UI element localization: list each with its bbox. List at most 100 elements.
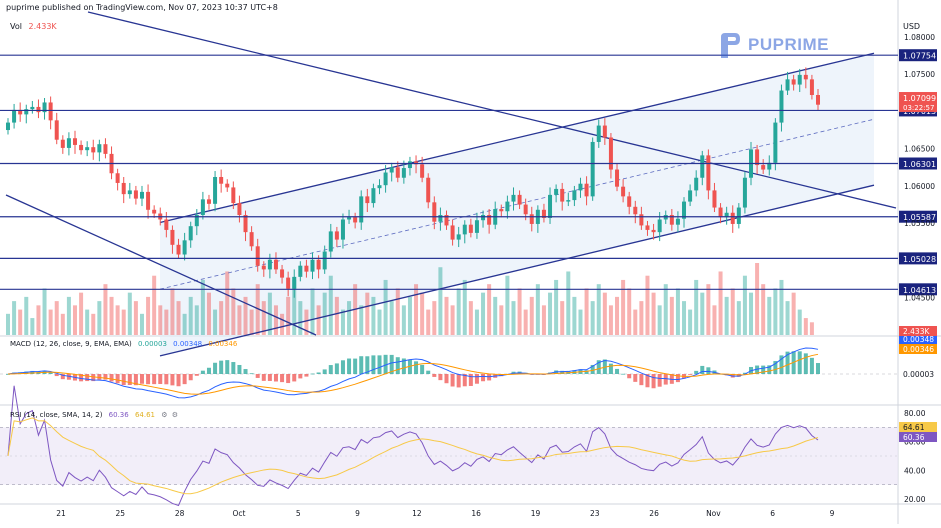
volume-bar xyxy=(237,305,242,335)
candle-body xyxy=(773,122,778,163)
volume-bar xyxy=(803,318,808,335)
candle-body xyxy=(6,122,10,131)
candle-body xyxy=(548,194,553,218)
candle-body xyxy=(152,209,157,214)
macd-hist-bar xyxy=(225,360,230,374)
candle-body xyxy=(97,144,102,153)
candle-body xyxy=(803,74,808,80)
volume-bar xyxy=(109,296,114,335)
macd-hist-bar xyxy=(773,361,778,374)
volume-bar xyxy=(340,309,345,335)
candle-body xyxy=(809,79,814,96)
volume-bar xyxy=(560,301,565,335)
macd-hist-bar xyxy=(426,370,431,374)
macd-hist-bar xyxy=(182,374,187,385)
candle-body xyxy=(347,217,352,220)
candle-body xyxy=(231,187,236,204)
volume-bar xyxy=(365,292,370,335)
candle-body xyxy=(523,204,528,215)
volume-bar xyxy=(645,275,650,335)
macd-hist-bar xyxy=(462,374,467,387)
volume-bar xyxy=(669,296,674,335)
macd-hist-bar xyxy=(395,357,400,374)
candle-body xyxy=(560,188,565,202)
macd-hist-bar xyxy=(438,374,443,381)
macd-hist-bar xyxy=(243,369,248,374)
macd-tag xyxy=(899,334,937,344)
macd-hist-bar xyxy=(280,374,285,383)
macd-hist-bar xyxy=(328,365,333,374)
candle-body xyxy=(225,183,230,188)
candle-body xyxy=(267,259,272,270)
volume-bar xyxy=(779,279,784,335)
candle-body xyxy=(602,125,607,138)
volume-bar xyxy=(450,305,455,335)
candle-body xyxy=(72,138,77,145)
macd-hist-bar xyxy=(645,374,650,388)
volume-bar xyxy=(139,313,144,335)
x-tick-label: 25 xyxy=(116,509,126,518)
macd-hist-bar xyxy=(615,368,620,374)
volume-bar xyxy=(657,305,662,335)
volume-bar xyxy=(334,296,339,335)
volume-bar xyxy=(414,284,419,335)
volume-bar xyxy=(194,305,199,335)
rsi-tag xyxy=(899,432,937,442)
volume-bar xyxy=(456,288,461,335)
macd-hist-bar xyxy=(414,361,419,374)
macd-hist-bar xyxy=(213,362,218,374)
macd-hist-bar xyxy=(651,374,656,389)
volume-bar xyxy=(371,296,376,335)
macd-hist-bar xyxy=(371,355,376,374)
downtrend-line-lower xyxy=(5,194,317,336)
candle-body xyxy=(322,251,327,270)
volume-bar xyxy=(213,309,218,335)
macd-hist-bar xyxy=(237,364,242,374)
volume-bar xyxy=(481,292,486,335)
volume-bar xyxy=(231,288,236,335)
volume-bar xyxy=(359,305,364,335)
candle-body xyxy=(310,259,315,272)
candle-body xyxy=(499,209,504,212)
volume-bar xyxy=(511,301,516,335)
volume-bar xyxy=(755,263,760,335)
candle-body xyxy=(669,215,674,225)
macd-hist-bar xyxy=(353,358,358,374)
macd-hist-bar xyxy=(742,372,747,374)
macd-hist-bar xyxy=(401,358,406,374)
level-tag xyxy=(899,252,937,265)
volume-bar xyxy=(505,275,510,335)
volume-bar xyxy=(121,309,126,335)
volume-bar xyxy=(42,288,47,335)
volume-bar xyxy=(706,284,711,335)
volume-bar xyxy=(639,301,644,335)
volume-tag-label: 2.433K xyxy=(903,327,930,336)
volume-bar xyxy=(615,296,620,335)
macd-hist-bar xyxy=(322,369,327,374)
rsi-legend-value: 60.36 xyxy=(108,411,129,419)
volume-bar xyxy=(529,296,534,335)
volume-bar xyxy=(554,279,559,335)
volume-bar xyxy=(97,301,102,335)
candle-body xyxy=(18,109,23,115)
macd-hist-bar xyxy=(456,374,461,388)
volume-bar xyxy=(48,309,53,335)
candle-body xyxy=(219,176,224,184)
candle-body xyxy=(566,200,571,202)
candle-body xyxy=(66,138,71,148)
macd-tag-label: 0.00348 xyxy=(903,335,934,344)
macd-hist-bar xyxy=(700,365,705,374)
candle-body xyxy=(383,172,388,186)
rsi-settings-icon-2[interactable]: ⚙ xyxy=(171,411,179,419)
rsi-line xyxy=(7,385,819,507)
macd-hist-bar xyxy=(365,356,370,374)
candle-body xyxy=(255,246,260,266)
candle-body xyxy=(340,219,345,240)
macd-hist-bar xyxy=(66,374,71,380)
rsi-settings-icon[interactable]: ⚙ xyxy=(161,411,168,419)
candle-body xyxy=(389,167,394,173)
candle-body xyxy=(139,191,144,199)
macd-hist-bar xyxy=(450,374,455,387)
candle-body xyxy=(468,224,473,233)
